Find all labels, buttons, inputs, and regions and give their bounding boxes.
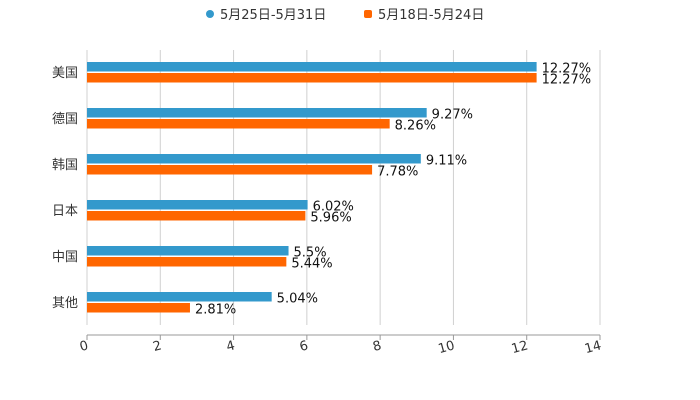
bar bbox=[87, 62, 537, 72]
data-label: 5.04% bbox=[277, 292, 318, 307]
x-tick-label: 8 bbox=[371, 338, 383, 355]
y-category-label: 日本 bbox=[52, 204, 78, 219]
data-label: 6.02% bbox=[313, 200, 354, 215]
bar bbox=[87, 200, 308, 210]
y-category-label: 美国 bbox=[52, 66, 78, 81]
bar bbox=[87, 211, 306, 221]
data-label: 9.11% bbox=[426, 154, 467, 169]
x-tick-label: 2 bbox=[151, 338, 163, 355]
data-label: 5.44% bbox=[291, 257, 332, 272]
bar bbox=[87, 154, 421, 164]
x-tick-label: 10 bbox=[437, 338, 457, 357]
y-category-label: 其他 bbox=[52, 296, 78, 311]
data-label: 5.96% bbox=[310, 211, 351, 226]
bar bbox=[87, 108, 427, 118]
legend-item-series-2[interactable]: 5月18日-5月24日 bbox=[364, 4, 484, 23]
data-label: 5.5% bbox=[294, 246, 327, 261]
data-label: 7.78% bbox=[377, 165, 418, 180]
bar bbox=[87, 246, 289, 256]
x-tick-label: 0 bbox=[78, 338, 90, 355]
y-category-label: 德国 bbox=[52, 112, 78, 127]
bar bbox=[87, 303, 190, 313]
data-label: 8.26% bbox=[395, 119, 436, 134]
y-category-label: 中国 bbox=[52, 250, 78, 265]
bar bbox=[87, 73, 537, 83]
y-category-label: 韩国 bbox=[52, 158, 78, 173]
bar bbox=[87, 257, 287, 267]
legend-label: 5月25日-5月31日 bbox=[220, 8, 327, 23]
x-tick-label: 6 bbox=[298, 338, 310, 355]
legend-square-icon bbox=[364, 9, 372, 18]
legend-label: 5月18日-5月24日 bbox=[378, 8, 485, 23]
x-tick-label: 14 bbox=[583, 338, 603, 357]
bar bbox=[87, 119, 390, 129]
x-tick-label: 4 bbox=[225, 338, 237, 355]
legend: 5月25日-5月31日 5月18日-5月24日 bbox=[0, 4, 700, 23]
data-label: 12.27% bbox=[542, 73, 592, 88]
data-label: 9.27% bbox=[432, 108, 473, 123]
data-label: 12.27% bbox=[542, 62, 592, 77]
data-label: 2.81% bbox=[195, 303, 236, 318]
legend-item-series-1[interactable]: 5月25日-5月31日 bbox=[206, 4, 326, 23]
x-tick-label: 12 bbox=[510, 338, 530, 357]
bar bbox=[87, 165, 373, 175]
legend-dot-icon bbox=[206, 9, 214, 18]
bar bbox=[87, 292, 272, 302]
